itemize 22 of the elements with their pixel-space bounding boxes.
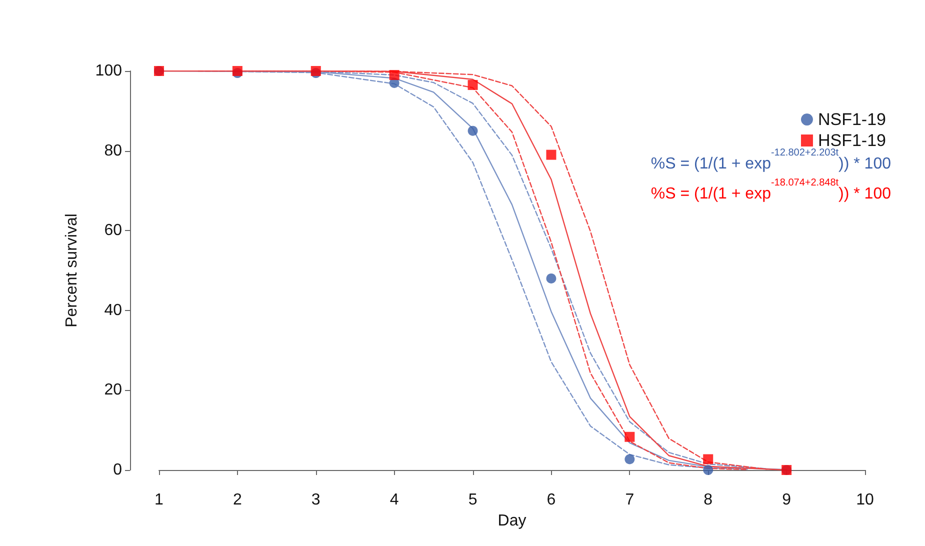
y-tick-label: 60 — [104, 222, 122, 240]
x-axis-title: Day — [498, 512, 526, 530]
x-tick-label: 5 — [468, 492, 478, 508]
x-tick-label: 2 — [232, 492, 242, 508]
x-tick-label: 7 — [625, 492, 634, 508]
y-tick-label: 100 — [95, 62, 122, 80]
y-tick-label: 80 — [104, 142, 122, 160]
legend-label: HSF1-19 — [818, 131, 886, 150]
y-axis-title: Percent survival — [64, 214, 80, 328]
annotation: %S = (1/(1 + exp-18.074+2.848t)) * 100 — [650, 178, 892, 202]
y-tick-label: 0 — [113, 462, 122, 478]
x-tick-label: 1 — [154, 492, 164, 508]
legend-label: NSF1-19 — [818, 110, 886, 129]
annotation: %S = (1/(1 + exp-12.802+2.203t)) * 100 — [650, 148, 892, 172]
x-tick-label: 9 — [782, 492, 792, 508]
x-tick-label: 8 — [704, 492, 713, 508]
x-tick-label: 10 — [856, 492, 874, 508]
x-tick-label: 3 — [311, 492, 320, 508]
x-tick-label: 6 — [546, 492, 556, 508]
y-tick-label: 40 — [104, 302, 122, 319]
y-tick-label: 20 — [104, 382, 122, 399]
x-tick-label: 4 — [390, 492, 399, 508]
